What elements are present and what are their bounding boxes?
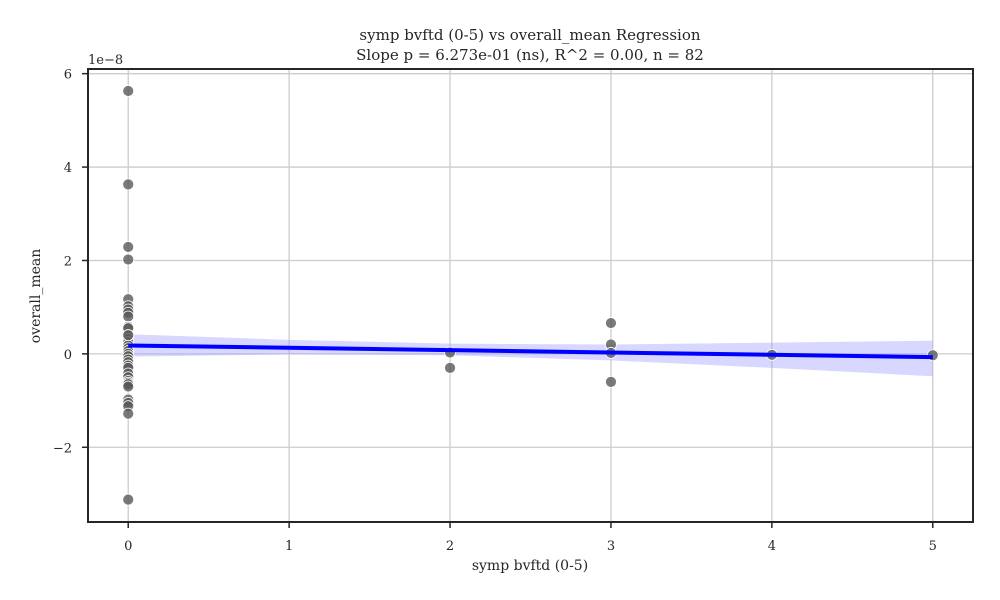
regression-line-layer [128, 343, 933, 360]
x-tick-label: 1 [285, 539, 293, 554]
chart-subtitle: Slope p = 6.273e-01 (ns), R^2 = 0.00, n … [356, 46, 704, 64]
plot-frame [87, 68, 974, 523]
x-tick-label: 5 [929, 539, 937, 554]
y-tick-label: 4 [64, 161, 72, 176]
x-axis-label: symp bvftd (0-5) [472, 558, 588, 574]
grid-layer [88, 69, 973, 522]
regression-line [128, 343, 933, 360]
y-tick-label: 2 [64, 254, 72, 269]
data-point [605, 375, 617, 388]
data-point [122, 241, 135, 253]
data-point [122, 493, 135, 506]
y-tick-label: 6 [64, 68, 72, 83]
y-axis-label: overall_mean [28, 249, 44, 344]
x-tick-label: 0 [124, 539, 132, 554]
y-tick-label: 0 [64, 348, 72, 363]
data-point [122, 178, 135, 191]
confidence-band-layer [128, 334, 933, 377]
confidence-band [128, 334, 933, 377]
y-offset-label: 1e−8 [88, 53, 123, 68]
x-tick-label: 3 [607, 539, 615, 554]
data-point [122, 310, 135, 323]
chart-title: symp bvftd (0-5) vs overall_mean Regress… [359, 26, 700, 44]
data-point [122, 380, 135, 393]
data-point [444, 361, 456, 374]
tick-layer: 0 1 2 3 4 5 −2 0 2 4 6 [53, 68, 937, 554]
x-tick-label: 2 [446, 539, 454, 554]
data-point [122, 407, 135, 420]
data-point [122, 329, 135, 342]
y-tick-label: −2 [53, 441, 72, 456]
x-tick-label: 4 [768, 539, 776, 554]
data-point [122, 85, 135, 97]
data-point [122, 253, 135, 266]
data-point [605, 317, 617, 329]
data-points-layer [122, 85, 939, 506]
